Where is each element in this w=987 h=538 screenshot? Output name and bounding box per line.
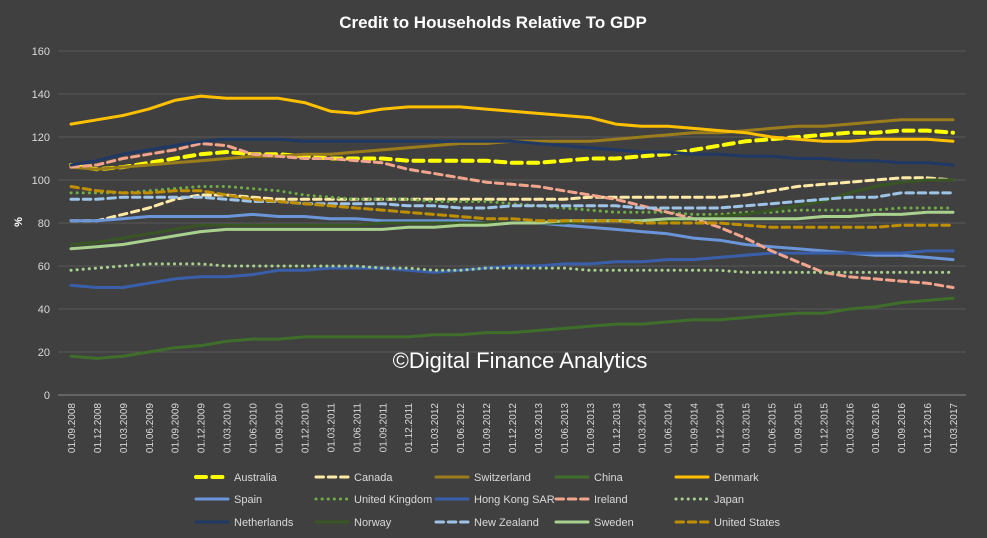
series-line — [69, 185, 955, 229]
x-tick-label: 01.09.2014 — [690, 403, 701, 453]
legend-label: New Zealand — [474, 517, 539, 529]
legend-label: Canada — [354, 472, 393, 484]
series-line — [69, 191, 955, 210]
y-tick-label: 120 — [32, 132, 50, 144]
x-tick-label: 01.03.2014 — [638, 403, 649, 453]
x-tick-label: 01.12.2014 — [716, 403, 727, 453]
x-tick-label: 01.03.2010 — [223, 403, 234, 453]
y-tick-label: 100 — [32, 175, 50, 187]
x-tick-label: 01.12.2013 — [612, 403, 623, 453]
x-tick-label: 01.06.2015 — [767, 403, 778, 453]
legend-label: United Kingdom — [354, 494, 432, 506]
x-tick-label: 01.09.2013 — [586, 403, 597, 453]
series-line — [69, 142, 955, 289]
series-line — [69, 296, 955, 360]
legend-label: Australia — [234, 472, 278, 484]
x-tick-label: 01.03.2011 — [326, 403, 337, 453]
series-line — [69, 178, 955, 246]
y-tick-label: 0 — [44, 390, 50, 402]
x-tick-label: 01.12.2016 — [923, 403, 934, 453]
legend-label: Sweden — [594, 517, 634, 529]
x-tick-label: 01.06.2012 — [456, 403, 467, 453]
series-line — [69, 137, 955, 167]
x-tick-label: 01.12.2010 — [300, 403, 311, 453]
x-tick-label: 01.09.2016 — [897, 403, 908, 453]
legend-label: Spain — [234, 494, 262, 506]
x-tick-label: 01.12.2012 — [508, 403, 519, 453]
y-axis-label: % — [13, 217, 25, 227]
series-line — [69, 185, 955, 216]
legend-label: Netherlands — [234, 517, 294, 529]
x-tick-label: 01.09.2011 — [378, 403, 389, 453]
x-tick-label: 01.03.2016 — [845, 403, 856, 453]
legend-label: Hong Kong SAR — [474, 494, 555, 506]
x-tick-label: 01.12.2015 — [819, 403, 830, 453]
x-tick-label: 01.12.2009 — [197, 403, 208, 453]
x-tick-label: 01.03.2009 — [119, 403, 130, 453]
series-line — [69, 128, 955, 172]
x-tick-label: 01.06.2016 — [871, 403, 882, 453]
x-tick-label: 01.03.2013 — [534, 403, 545, 453]
legend-label: Ireland — [594, 494, 628, 506]
x-tick-label: 01.06.2013 — [560, 403, 571, 453]
y-tick-labels: 0 20 40 60 80 100 120 140 160 — [32, 46, 50, 402]
legend-label: Norway — [354, 517, 392, 529]
series-lines — [69, 94, 955, 360]
series-line — [69, 262, 955, 274]
x-tick-label: 01.12.2011 — [404, 403, 415, 453]
x-tick-label: 01.03.2015 — [741, 403, 752, 453]
x-tick-label: 01.09.2008 — [67, 403, 78, 453]
x-tick-label: 01.06.2009 — [145, 403, 156, 453]
legend-label: China — [594, 472, 624, 484]
watermark: ©Digital Finance Analytics — [393, 348, 648, 373]
x-tick-label: 01.09.2012 — [482, 403, 493, 453]
x-tick-label: 01.09.2009 — [171, 403, 182, 453]
x-tick-label: 01.06.2010 — [249, 403, 260, 453]
legend-label: Denmark — [714, 472, 759, 484]
y-tick-label: 40 — [38, 304, 50, 316]
x-tick-label: 01.09.2015 — [793, 403, 804, 453]
legend-label: Switzerland — [474, 472, 531, 484]
x-tick-labels: 01.09.2008 01.12.2008 01.03.2009 01.06.2009… — [67, 403, 960, 453]
y-tick-label: 20 — [38, 347, 50, 359]
legend-label: United States — [714, 517, 781, 529]
legend-label: Japan — [714, 494, 744, 506]
chart-title: Credit to Households Relative To GDP — [339, 13, 647, 32]
x-tick-label: 01.06.2011 — [352, 403, 363, 453]
series-line — [69, 249, 955, 289]
y-tick-label: 140 — [32, 89, 50, 101]
series-line — [69, 210, 955, 251]
y-tick-label: 60 — [38, 261, 50, 273]
y-tick-label: 160 — [32, 46, 50, 58]
y-tick-label: 80 — [38, 218, 50, 230]
legend: Australia Canada Switzerland China Denmark Sp… — [194, 472, 781, 529]
series-line — [69, 94, 955, 143]
x-tick-label: 01.03.2012 — [430, 403, 441, 453]
x-tick-label: 01.03.2017 — [949, 403, 960, 453]
x-tick-label: 01.12.2008 — [93, 403, 104, 453]
x-tick-label: 01.09.2010 — [275, 403, 286, 453]
x-tick-label: 01.06.2014 — [664, 403, 675, 453]
